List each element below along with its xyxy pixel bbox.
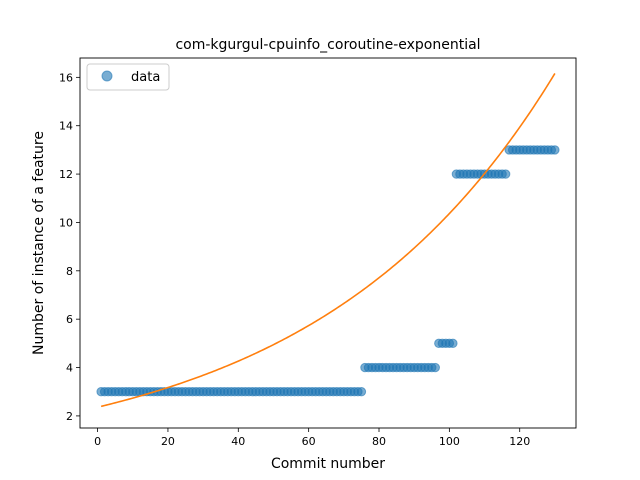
legend-marker-data xyxy=(101,70,113,82)
data-point xyxy=(356,387,367,397)
data-point xyxy=(448,338,458,349)
data-point xyxy=(500,169,511,179)
x-tick-label: 60 xyxy=(302,435,316,448)
y-tick-label: 16 xyxy=(59,71,73,84)
y-tick-label: 14 xyxy=(59,120,73,133)
legend-frame xyxy=(86,63,170,91)
y-tick-label: 4 xyxy=(66,362,73,375)
x-tick-label: 120 xyxy=(509,435,530,448)
axes-frame xyxy=(79,57,577,429)
legend: data xyxy=(86,63,170,91)
fit-line xyxy=(100,73,556,408)
y-tick-label: 2 xyxy=(66,410,73,423)
x-tick-label: 40 xyxy=(231,435,245,448)
x-tick-label: 0 xyxy=(94,435,101,448)
y-axis-label: Number of instance of a feature xyxy=(31,131,47,355)
legend-label-data: data xyxy=(131,70,160,85)
x-tick-label: 20 xyxy=(161,435,175,448)
x-axis-label: Commit number xyxy=(271,456,385,472)
data-point xyxy=(430,362,440,373)
x-tick-label: 80 xyxy=(372,435,386,448)
plot-area: 0 20 40 60 80 100 120 2 4 6 8 10 12 14 16 xyxy=(59,57,577,448)
y-tick-label: 10 xyxy=(59,216,73,229)
data-point xyxy=(550,145,560,155)
chart-title: com-kgurgul-cpuinfo_coroutine-exponentia… xyxy=(175,37,480,53)
x-tick-label: 100 xyxy=(439,435,460,448)
y-tick-label: 8 xyxy=(66,265,73,278)
y-tick-label: 12 xyxy=(59,168,73,181)
y-tick-label: 6 xyxy=(66,313,73,326)
